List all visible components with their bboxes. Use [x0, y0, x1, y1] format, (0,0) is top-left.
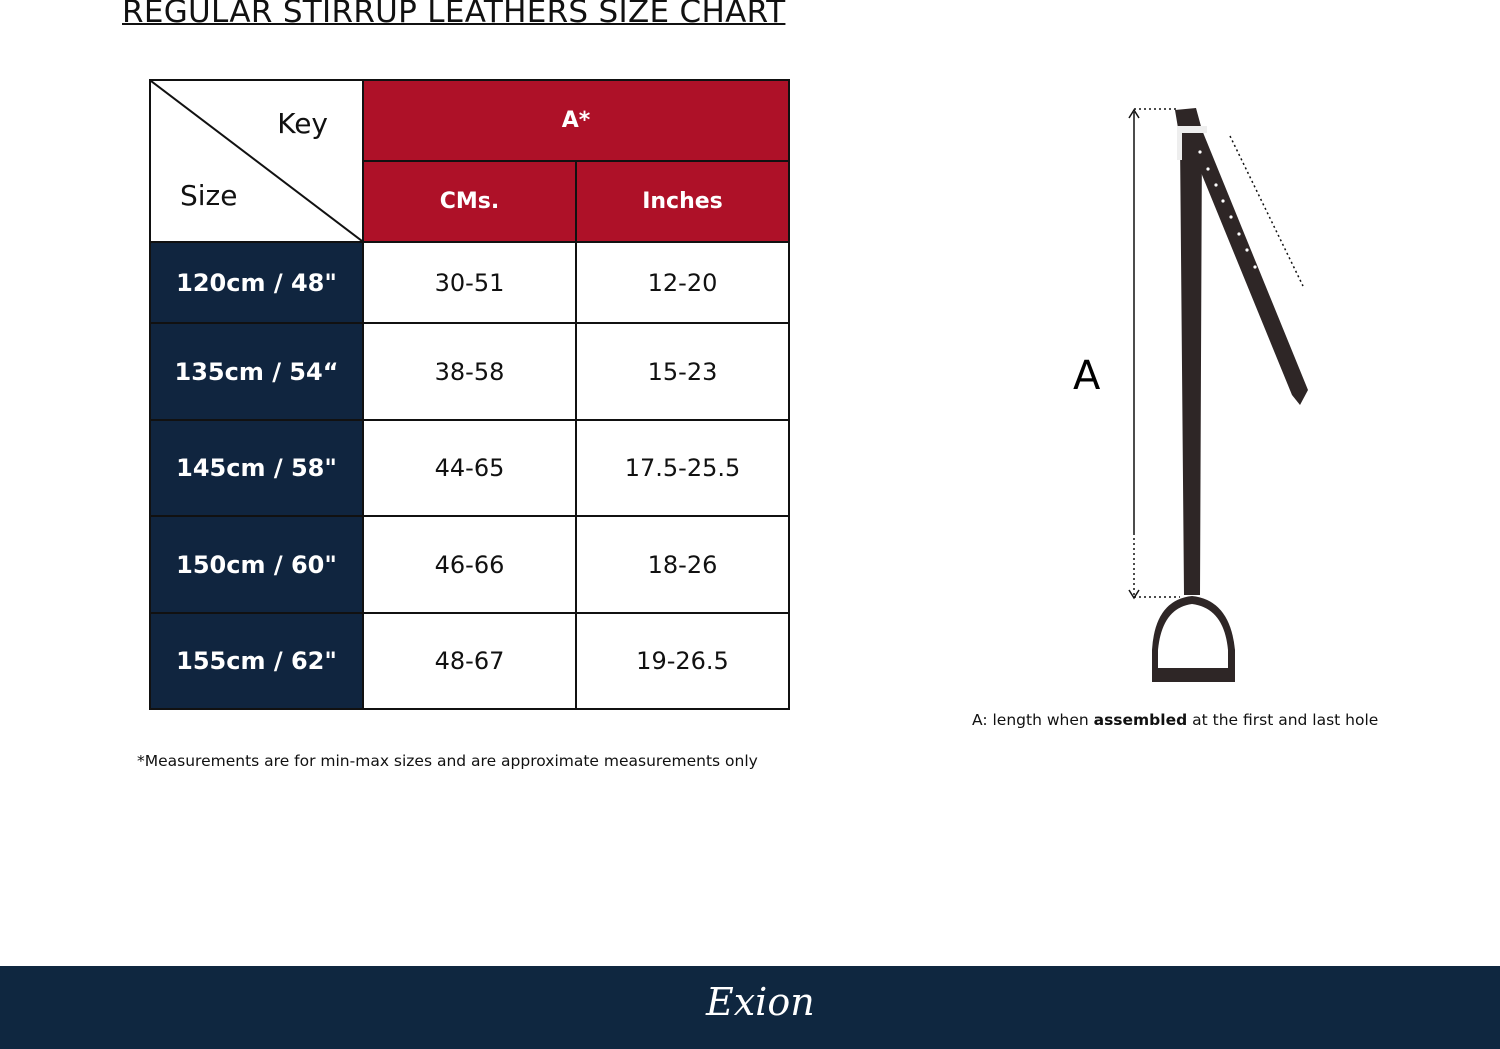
inches-cell: 15-23 — [575, 322, 790, 421]
caption-bold-text: assembled — [1093, 711, 1188, 729]
cms-cell: 38-58 — [362, 322, 577, 421]
cms-cell: 48-67 — [362, 612, 577, 710]
footer-bar: Exion — [0, 966, 1500, 1049]
size-cell: 155cm / 62" — [149, 612, 364, 710]
size-label: Size — [180, 179, 238, 212]
stirrup-leather-diagram: A — [1073, 108, 1308, 682]
size-cell: 150cm / 60" — [149, 515, 364, 614]
table-row: 145cm / 58" 44-65 17.5-25.5 — [149, 419, 790, 517]
diagonal-divider — [151, 81, 362, 241]
measurement-note: *Measurements are for min-max sizes and … — [137, 752, 758, 770]
page-title: REGULAR STIRRUP LEATHERS SIZE CHART — [122, 0, 786, 30]
table-row: 135cm / 54“ 38-58 15-23 — [149, 322, 790, 421]
inches-cell: 17.5-25.5 — [575, 419, 790, 517]
size-cell: 135cm / 54“ — [149, 322, 364, 421]
dimension-arrow — [1128, 108, 1180, 600]
table-row: 155cm / 62" 48-67 19-26.5 — [149, 612, 790, 710]
table-row: 150cm / 60" 46-66 18-26 — [149, 515, 790, 614]
col-header-cms: CMs. — [362, 160, 577, 243]
dimension-label-a: A — [1073, 353, 1101, 399]
size-chart-table: Key Size A* CMs. Inches 120cm / 48" 30-5… — [149, 79, 790, 710]
cms-cell: 46-66 — [362, 515, 577, 614]
cms-cell: 30-51 — [362, 241, 577, 324]
caption-text: at the first and last hole — [1187, 711, 1379, 729]
leather-strap — [1175, 108, 1308, 595]
size-cell: 120cm / 48" — [149, 241, 364, 324]
brand-logo: Exion — [706, 980, 815, 1024]
key-label: Key — [277, 107, 328, 140]
col-header-inches: Inches — [575, 160, 790, 243]
inches-cell: 19-26.5 — [575, 612, 790, 710]
table-row: 120cm / 48" 30-51 12-20 — [149, 241, 790, 324]
cms-cell: 44-65 — [362, 419, 577, 517]
size-cell: 145cm / 58" — [149, 419, 364, 517]
inches-cell: 12-20 — [575, 241, 790, 324]
diagram-caption: A: length when assembled at the first an… — [972, 711, 1378, 729]
stirrup-iron — [1152, 596, 1235, 682]
group-header: A* — [362, 79, 790, 162]
inches-cell: 18-26 — [575, 515, 790, 614]
caption-text: A: length when — [972, 711, 1094, 729]
key-size-corner-cell: Key Size — [149, 79, 364, 243]
